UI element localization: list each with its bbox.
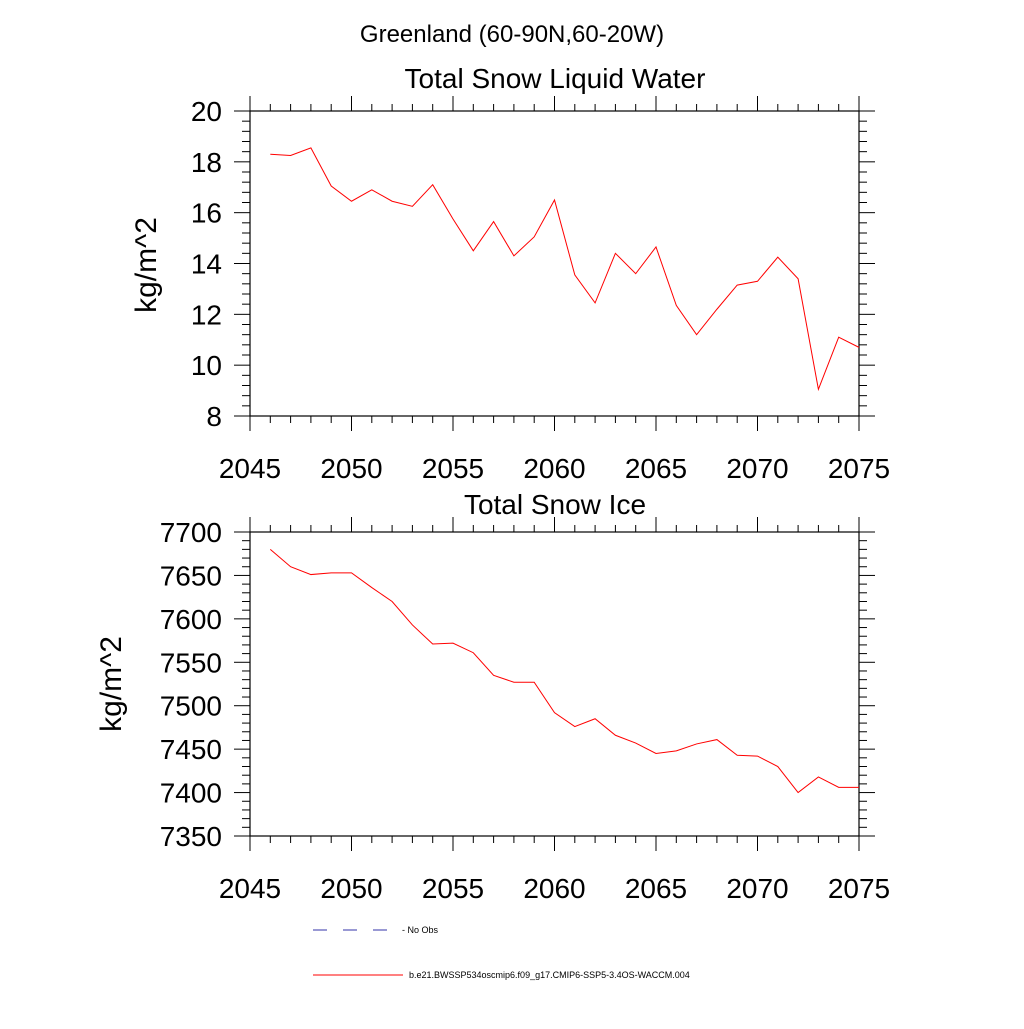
plot-frame-snow-ice — [249, 531, 860, 837]
y-tick-label: 20 — [191, 96, 222, 127]
series-line-snow-liquid-water — [270, 147, 860, 392]
x-tick-label: 2055 — [422, 453, 484, 484]
legend-model-label: b.e21.BWSSP534oscmip6.f09_g17.CMIP6-SSP5… — [409, 970, 690, 980]
panel-snow-ice: Total Snow Ice kg/m^2 2045 2050 2055 2060 20… — [95, 489, 890, 904]
x-tick-label: 2065 — [625, 453, 687, 484]
plot-frame-snow-liquid-water — [249, 110, 860, 417]
y-tick-label: 18 — [191, 147, 222, 178]
chart-title-snow-liquid-water: Total Snow Liquid Water — [405, 63, 706, 94]
x-tick-label: 2050 — [320, 873, 382, 904]
y-tick-label: 7650 — [160, 560, 222, 591]
y-tick-label: 7450 — [160, 734, 222, 765]
x-tick-label: 2075 — [828, 453, 890, 484]
x-tick-label: 2045 — [219, 873, 281, 904]
y-tick-label: 7550 — [160, 647, 222, 678]
x-tick-label: 2060 — [523, 453, 585, 484]
x-tick-label: 2045 — [219, 453, 281, 484]
legend-obs-label: - No Obs — [402, 925, 439, 935]
y-axis-label-snow-ice: kg/m^2 — [95, 636, 128, 732]
figure-suptitle: Greenland (60-90N,60-20W) — [360, 21, 664, 48]
x-tick-label: 2070 — [726, 453, 788, 484]
y-tick-label: 14 — [191, 249, 222, 280]
panel-snow-liquid-water: Total Snow Liquid Water kg/m^2 2045 2050 2… — [130, 63, 890, 484]
y-tick-label: 12 — [191, 299, 222, 330]
x-tick-label: 2065 — [625, 873, 687, 904]
series-line-snow-ice — [269, 548, 859, 794]
y-tick-label: 10 — [191, 350, 222, 381]
chart-title-snow-ice: Total Snow Ice — [464, 489, 646, 520]
x-tick-label: 2055 — [422, 873, 484, 904]
x-tick-label: 2075 — [828, 873, 890, 904]
y-tick-label: 16 — [191, 198, 222, 229]
y-tick-label: 7600 — [160, 604, 222, 635]
y-tick-label: 8 — [206, 401, 222, 432]
y-tick-label: 7700 — [160, 517, 222, 548]
legend: - No Obs b.e21.BWSSP534oscmip6.f09_g17.C… — [313, 925, 690, 980]
y-axis-label-snow-liquid-water: kg/m^2 — [130, 217, 163, 313]
y-tick-label: 7400 — [160, 778, 222, 809]
y-tick-label: 7350 — [160, 821, 222, 852]
x-tick-label: 2050 — [320, 453, 382, 484]
y-tick-label: 7500 — [160, 691, 222, 722]
x-tick-label: 2060 — [523, 873, 585, 904]
x-tick-label: 2070 — [726, 873, 788, 904]
